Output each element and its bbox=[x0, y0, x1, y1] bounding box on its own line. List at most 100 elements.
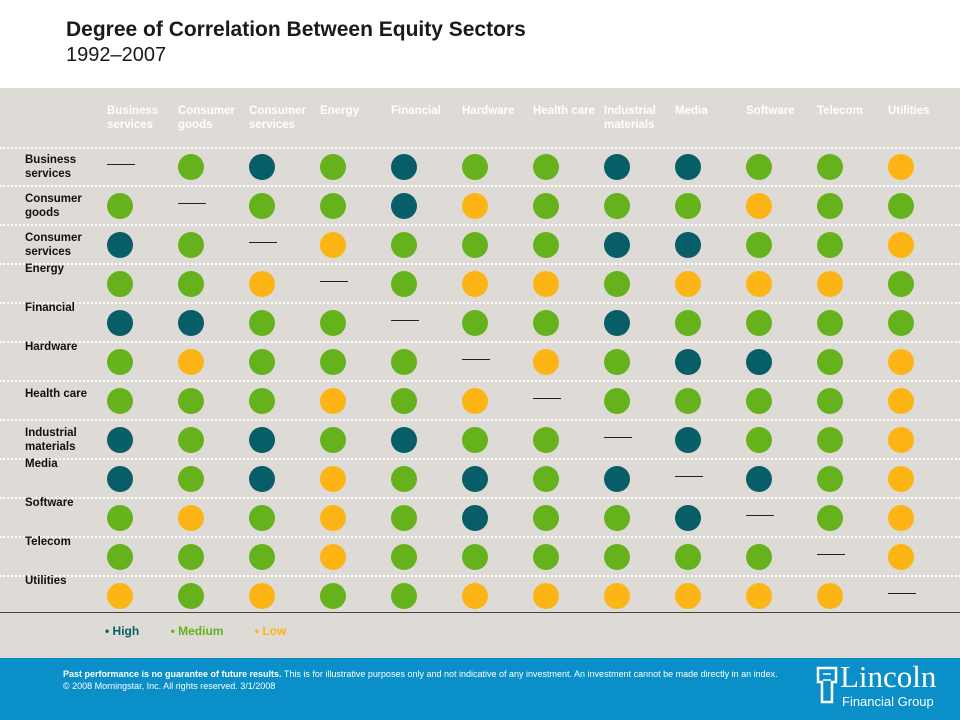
correlation-dot-utilities-software bbox=[746, 583, 772, 609]
correlation-dot-hardware-media bbox=[675, 349, 701, 375]
diagonal-dash bbox=[391, 320, 419, 321]
correlation-dot-hardware-industrial-materials bbox=[604, 349, 630, 375]
correlation-dot-telecom-energy bbox=[320, 544, 346, 570]
correlation-dot-utilities-media bbox=[675, 583, 701, 609]
legend-low: • Low bbox=[254, 624, 287, 638]
correlation-dot-energy-software bbox=[746, 271, 772, 297]
correlation-dot-business-services-energy bbox=[320, 154, 346, 180]
correlation-dot-consumer-services-energy bbox=[320, 232, 346, 258]
correlation-dot-software-hardware bbox=[462, 505, 488, 531]
correlation-dot-health-care-consumer-services bbox=[249, 388, 275, 414]
row-header-media: Media bbox=[25, 458, 58, 470]
correlation-dot-media-telecom bbox=[817, 466, 843, 492]
correlation-dot-media-consumer-services bbox=[249, 466, 275, 492]
correlation-dot-telecom-industrial-materials bbox=[604, 544, 630, 570]
column-header-utilities: Utilities bbox=[888, 105, 930, 117]
correlation-dot-energy-industrial-materials bbox=[604, 271, 630, 297]
column-header-energy: Energy bbox=[320, 105, 359, 117]
correlation-dot-software-business-services bbox=[107, 505, 133, 531]
correlation-dot-financial-health-care bbox=[533, 310, 559, 336]
correlation-dot-energy-hardware bbox=[462, 271, 488, 297]
correlation-dot-industrial-materials-consumer-services bbox=[249, 427, 275, 453]
correlation-dot-health-care-financial bbox=[391, 388, 417, 414]
correlation-dot-utilities-hardware bbox=[462, 583, 488, 609]
correlation-dot-software-media bbox=[675, 505, 701, 531]
correlation-dot-media-business-services bbox=[107, 466, 133, 492]
correlation-dot-telecom-software bbox=[746, 544, 772, 570]
diagonal-dash bbox=[675, 476, 703, 477]
lincoln-logo-icon bbox=[816, 666, 838, 704]
column-header-consumer-goods: Consumer goods bbox=[178, 105, 235, 131]
correlation-dot-business-services-consumer-services bbox=[249, 154, 275, 180]
correlation-dot-financial-industrial-materials bbox=[604, 310, 630, 336]
header-divider bbox=[0, 147, 960, 149]
chart-title: Degree of Correlation Between Equity Sec… bbox=[66, 18, 526, 41]
row-header-industrial-materials: Industrial materials bbox=[25, 427, 77, 453]
row-divider bbox=[0, 302, 960, 304]
correlation-dot-consumer-services-industrial-materials bbox=[604, 232, 630, 258]
correlation-dot-energy-business-services bbox=[107, 271, 133, 297]
diagonal-dash bbox=[604, 437, 632, 438]
row-header-telecom: Telecom bbox=[25, 536, 71, 548]
row-divider bbox=[0, 497, 960, 499]
column-header-business-services: Business services bbox=[107, 105, 159, 131]
correlation-dot-media-energy bbox=[320, 466, 346, 492]
diagonal-dash bbox=[462, 359, 490, 360]
row-divider bbox=[0, 458, 960, 460]
correlation-dot-business-services-utilities bbox=[888, 154, 914, 180]
correlation-dot-business-services-financial bbox=[391, 154, 417, 180]
correlation-dot-consumer-goods-consumer-services bbox=[249, 193, 275, 219]
disclaimer-bold: Past performance is no guarantee of futu… bbox=[63, 669, 282, 679]
diagonal-dash bbox=[107, 164, 135, 165]
row-header-hardware: Hardware bbox=[25, 341, 78, 353]
legend-high: • High bbox=[105, 624, 140, 638]
correlation-dot-industrial-materials-energy bbox=[320, 427, 346, 453]
chart-subtitle: 1992–2007 bbox=[66, 44, 167, 66]
diagonal-dash bbox=[817, 554, 845, 555]
row-divider bbox=[0, 575, 960, 577]
diagonal-dash bbox=[320, 281, 348, 282]
row-header-financial: Financial bbox=[25, 302, 75, 314]
correlation-dot-consumer-goods-business-services bbox=[107, 193, 133, 219]
correlation-dot-industrial-materials-software bbox=[746, 427, 772, 453]
correlation-dot-energy-consumer-goods bbox=[178, 271, 204, 297]
correlation-dot-health-care-business-services bbox=[107, 388, 133, 414]
correlation-dot-energy-health-care bbox=[533, 271, 559, 297]
correlation-dot-business-services-hardware bbox=[462, 154, 488, 180]
correlation-dot-financial-media bbox=[675, 310, 701, 336]
diagonal-dash bbox=[178, 203, 206, 204]
diagonal-dash bbox=[746, 515, 774, 516]
legend-medium: • Medium bbox=[170, 624, 224, 638]
correlation-dot-energy-media bbox=[675, 271, 701, 297]
row-divider bbox=[0, 185, 960, 187]
row-header-consumer-services: Consumer services bbox=[25, 232, 82, 258]
correlation-dot-consumer-goods-financial bbox=[391, 193, 417, 219]
correlation-dot-telecom-health-care bbox=[533, 544, 559, 570]
row-header-software: Software bbox=[25, 497, 74, 509]
correlation-dot-consumer-services-media bbox=[675, 232, 701, 258]
diagonal-dash bbox=[249, 242, 277, 243]
correlation-dot-health-care-hardware bbox=[462, 388, 488, 414]
correlation-dot-software-telecom bbox=[817, 505, 843, 531]
correlation-dot-consumer-services-telecom bbox=[817, 232, 843, 258]
correlation-dot-industrial-materials-telecom bbox=[817, 427, 843, 453]
column-header-media: Media bbox=[675, 105, 708, 117]
correlation-dot-utilities-telecom bbox=[817, 583, 843, 609]
correlation-dot-utilities-business-services bbox=[107, 583, 133, 609]
correlation-dot-consumer-services-hardware bbox=[462, 232, 488, 258]
correlation-dot-energy-consumer-services bbox=[249, 271, 275, 297]
row-divider bbox=[0, 341, 960, 343]
correlation-dot-hardware-utilities bbox=[888, 349, 914, 375]
correlation-dot-utilities-financial bbox=[391, 583, 417, 609]
correlation-dot-health-care-telecom bbox=[817, 388, 843, 414]
correlation-dot-health-care-software bbox=[746, 388, 772, 414]
correlation-dot-consumer-services-business-services bbox=[107, 232, 133, 258]
correlation-dot-industrial-materials-health-care bbox=[533, 427, 559, 453]
correlation-dot-hardware-telecom bbox=[817, 349, 843, 375]
correlation-dot-hardware-business-services bbox=[107, 349, 133, 375]
correlation-dot-telecom-utilities bbox=[888, 544, 914, 570]
legend-high-label: High bbox=[112, 624, 140, 638]
column-header-industrial-materials: Industrial materials bbox=[604, 105, 656, 131]
correlation-dot-hardware-consumer-goods bbox=[178, 349, 204, 375]
correlation-dot-energy-telecom bbox=[817, 271, 843, 297]
